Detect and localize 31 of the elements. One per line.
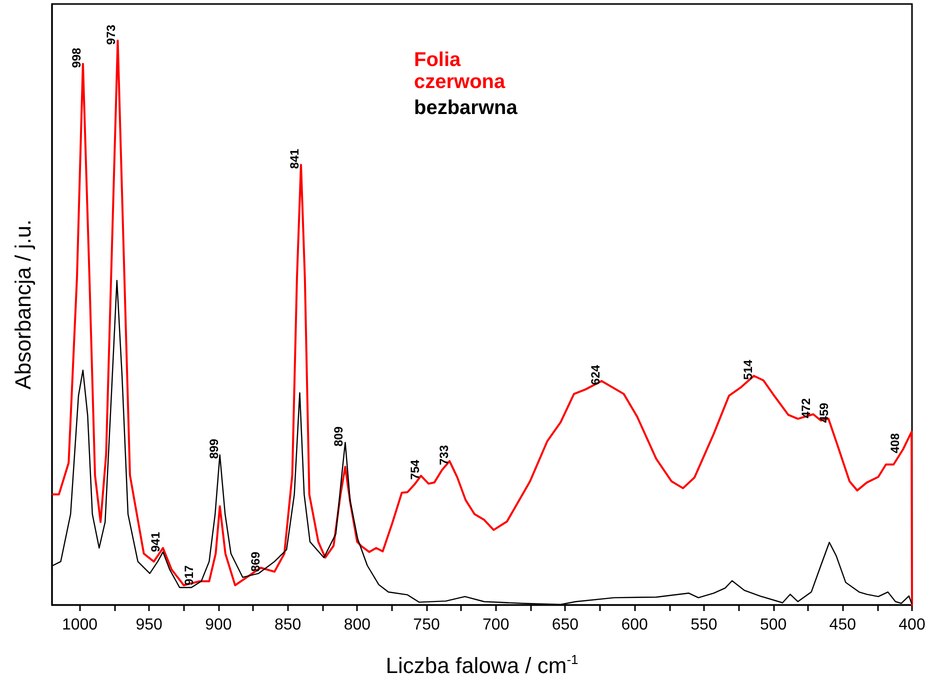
x-tick-label: 500 bbox=[760, 616, 787, 634]
text: Folia czerwona bbox=[414, 49, 506, 93]
annotation: 998 bbox=[70, 47, 84, 68]
x-tick-label: 600 bbox=[621, 616, 648, 634]
text: bezbarwna bbox=[414, 97, 518, 119]
x-tick-label: 800 bbox=[344, 616, 371, 634]
x-tick-label: 900 bbox=[205, 616, 232, 634]
annotation: 941 bbox=[148, 532, 163, 552]
x-tick-label: 850 bbox=[274, 616, 302, 634]
annotation: 472 bbox=[799, 398, 814, 418]
annotation: 459 bbox=[817, 402, 832, 423]
y-axis-title: Absorbancja / j.u. bbox=[10, 220, 36, 390]
annotation: 809 bbox=[332, 426, 346, 446]
x-tick-label: 950 bbox=[136, 616, 163, 634]
x-tick-label: 400 bbox=[898, 616, 926, 634]
annotation: 973 bbox=[104, 24, 118, 45]
x-tick-label: 700 bbox=[482, 616, 510, 634]
x-tick-label: 450 bbox=[829, 616, 856, 634]
annotation: 624 bbox=[588, 364, 602, 385]
annotation: 408 bbox=[888, 432, 902, 454]
annotation: 899 bbox=[206, 438, 221, 459]
annotation: 869 bbox=[248, 551, 262, 572]
annotation: 514 bbox=[740, 360, 755, 380]
x-tick-label: 550 bbox=[690, 616, 718, 634]
annotation: 841 bbox=[287, 148, 302, 169]
x-tick-label: 650 bbox=[552, 616, 579, 634]
annotation: 754 bbox=[408, 459, 422, 480]
annotation: 733 bbox=[437, 444, 452, 466]
x-tick-label: 750 bbox=[413, 616, 440, 634]
x-tick-label: 1000 bbox=[62, 616, 98, 634]
annotation: 917 bbox=[182, 564, 196, 586]
